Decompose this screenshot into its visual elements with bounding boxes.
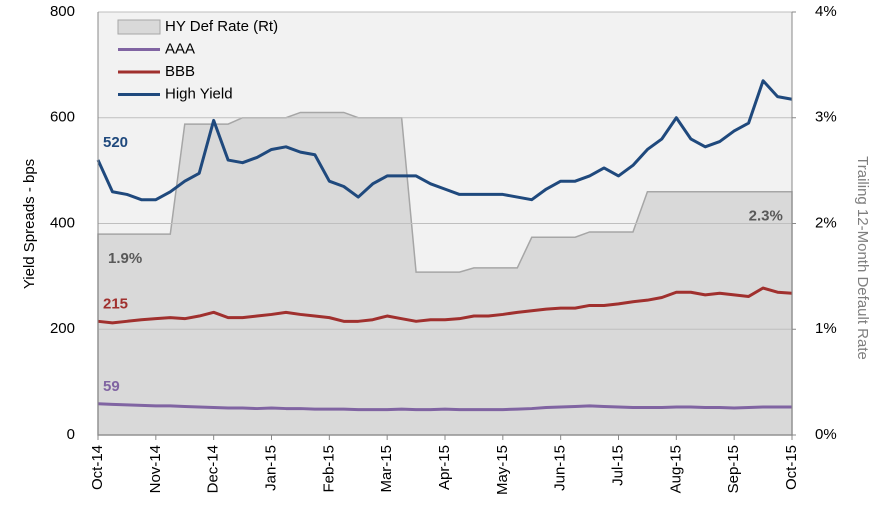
x-tick-label: Mar-15 (378, 445, 395, 493)
legend-label: BBB (165, 63, 195, 80)
line (97, 402, 792, 412)
y-tick-label: 600 (50, 109, 75, 126)
x-tick-label: Aug-15 (667, 445, 684, 493)
x-tick-label: Dec-14 (205, 445, 222, 493)
y-tick-label: 0 (67, 426, 75, 443)
data-label: 59 (103, 378, 120, 395)
data-label: 215 (103, 295, 128, 312)
x-tick-label: Sep-15 (725, 445, 742, 493)
legend-label: High Yield (165, 85, 233, 102)
x-tick-label: Jun-15 (552, 445, 569, 491)
y2-tick-label: 3% (815, 109, 837, 126)
x-tick-label: Oct-15 (783, 445, 800, 490)
line (96, 79, 793, 202)
x-tick-label: Jul-15 (609, 445, 626, 486)
y2-tick-label: 2% (815, 214, 837, 231)
y-axis-title: Yield Spreads - bps (21, 159, 38, 289)
x-tick-label: Feb-15 (320, 445, 337, 493)
y-tick-label: 200 (50, 320, 75, 337)
y-tick-label: 400 (50, 214, 75, 231)
data-label: 1.9% (108, 250, 142, 267)
y2-axis-title: Trailing 12-Month Default Rate (854, 156, 871, 360)
data-label: 520 (103, 134, 128, 151)
legend-label: HY Def Rate (Rt) (165, 18, 278, 35)
x-tick-label: May-15 (494, 445, 511, 495)
y2-tick-label: 4% (815, 3, 837, 20)
area (97, 111, 793, 436)
legend-swatch (117, 19, 161, 35)
x-tick-label: Jan-15 (262, 445, 279, 491)
x-tick-label: Apr-15 (436, 445, 453, 490)
y2-tick-label: 0% (815, 426, 837, 443)
x-tick-label: Oct-14 (89, 445, 106, 490)
line (97, 286, 793, 325)
data-label: 2.3% (749, 208, 783, 225)
legend-label: AAA (165, 40, 195, 57)
x-tick-label: Nov-14 (147, 445, 164, 493)
y-tick-label: 800 (50, 3, 75, 20)
y2-tick-label: 1% (815, 320, 837, 337)
